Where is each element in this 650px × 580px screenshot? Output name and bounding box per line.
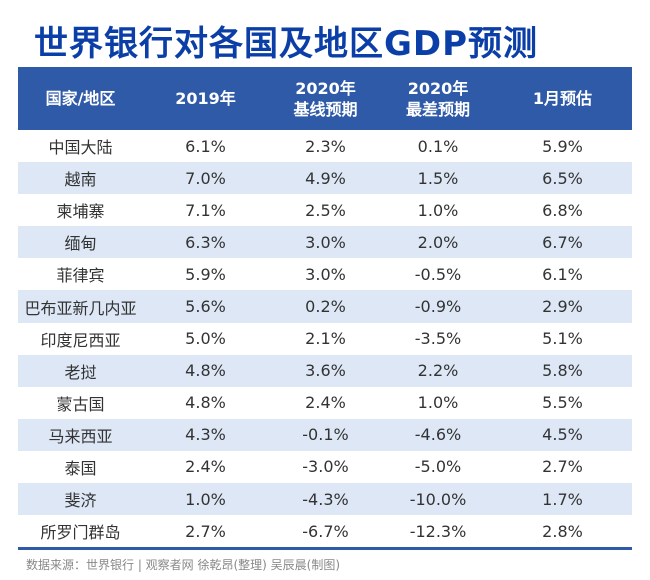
cell-country: 印度尼西亚 [40, 330, 121, 350]
cell-2020-worst: 1.5% [417, 168, 459, 188]
table-row: 斐济 1.0% -4.3% -10.0% 1.7% [18, 483, 632, 516]
cell-country: 泰国 [64, 458, 97, 478]
cell-2020-worst: 0.1% [417, 136, 459, 156]
cell-2020-worst: 2.2% [417, 361, 459, 381]
table-row: 缅甸 6.3% 3.0% 2.0% 6.7% [18, 226, 632, 259]
cell-2020-baseline: 2.4% [305, 393, 346, 413]
cell-country: 柬埔寨 [56, 202, 105, 222]
header-country: 国家/地区 [45, 89, 116, 108]
cell-country: 越南 [64, 170, 97, 190]
cell-2020-worst: 1.0% [417, 393, 459, 413]
cell-2020-baseline: 4.9% [305, 168, 346, 188]
cell-2019: 4.8% [185, 361, 226, 381]
cell-2019: 4.8% [185, 393, 226, 413]
table-row: 马来西亚 4.3% -0.1% -4.6% 4.5% [18, 418, 632, 451]
cell-2020-baseline: -3.0% [302, 457, 349, 477]
cell-jan-estimate: 6.7% [542, 232, 583, 252]
cell-2019: 7.1% [185, 200, 226, 220]
cell-2020-baseline: -0.1% [302, 425, 349, 445]
cell-country: 老挝 [64, 362, 97, 382]
cell-jan-estimate: 1.7% [542, 489, 583, 509]
cell-2020-baseline: 2.1% [305, 329, 346, 349]
table-row: 菲律宾 5.9% 3.0% -0.5% 6.1% [18, 258, 632, 290]
cell-country: 菲律宾 [56, 266, 105, 286]
cell-country: 蒙古国 [56, 394, 105, 414]
cell-2020-worst: -4.6% [414, 425, 462, 445]
cell-2020-baseline: -4.3% [302, 489, 349, 509]
cell-jan-estimate: 6.8% [542, 200, 583, 220]
cell-2019: 6.3% [185, 232, 226, 252]
table-row: 所罗门群岛 2.7% -6.7% -12.3% 2.8% [18, 515, 632, 549]
page-title: 世界银行对各国及地区GDP预测 [34, 24, 539, 64]
cell-2019: 5.6% [185, 297, 226, 317]
cell-jan-estimate: 5.8% [542, 361, 583, 381]
cell-jan-estimate: 4.5% [542, 425, 583, 445]
cell-2020-baseline: 3.6% [305, 361, 346, 381]
table-row: 印度尼西亚 5.0% 2.1% -3.5% 5.1% [18, 323, 632, 355]
header-2020-worst: 2020年 最差预期 [405, 78, 470, 119]
table-row: 中国大陆 6.1% 2.3% 0.1% 5.9% [18, 130, 632, 162]
cell-country: 巴布亚新几内亚 [24, 298, 137, 318]
cell-2020-baseline: 2.3% [305, 136, 346, 156]
cell-jan-estimate: 5.1% [542, 329, 583, 349]
header-2019: 2019年 [175, 89, 236, 108]
cell-2020-baseline: 2.5% [305, 200, 346, 220]
cell-2019: 2.7% [185, 521, 226, 541]
cell-country: 所罗门群岛 [40, 523, 121, 543]
header-2020-baseline: 2020年 基线预期 [293, 78, 358, 119]
cell-2020-baseline: 3.0% [305, 264, 346, 284]
cell-2019: 4.3% [185, 425, 226, 445]
cell-jan-estimate: 2.9% [542, 297, 583, 317]
cell-jan-estimate: 6.5% [542, 168, 583, 188]
cell-country: 斐济 [64, 491, 97, 511]
table-row: 蒙古国 4.8% 2.4% 1.0% 5.5% [18, 387, 632, 419]
cell-jan-estimate: 5.5% [542, 393, 583, 413]
cell-jan-estimate: 2.7% [542, 457, 583, 477]
table-row: 泰国 2.4% -3.0% -5.0% 2.7% [18, 451, 632, 483]
cell-country: 缅甸 [64, 234, 97, 254]
gdp-forecast-table: 国家/地区 2019年 2020年 基线预期 2020年 最差预期 1月预估 中国大… [18, 67, 632, 550]
cell-2020-worst: 1.0% [417, 200, 459, 220]
cell-2020-worst: 2.0% [417, 232, 459, 252]
cell-2020-worst: -5.0% [414, 457, 462, 477]
cell-2019: 5.9% [185, 264, 226, 284]
cell-2020-baseline: 0.2% [305, 297, 346, 317]
source-footer: 数据来源：世界银行 | 观察者网 徐乾昂(整理) 吴辰晨(制图) [26, 558, 341, 572]
table-row: 老挝 4.8% 3.6% 2.2% 5.8% [18, 354, 632, 387]
cell-jan-estimate: 5.9% [542, 136, 583, 156]
cell-jan-estimate: 2.8% [542, 521, 583, 541]
cell-2019: 5.0% [185, 329, 226, 349]
cell-2020-worst: -10.0% [409, 489, 467, 509]
cell-country: 中国大陆 [48, 138, 113, 158]
table-row: 越南 7.0% 4.9% 1.5% 6.5% [18, 162, 632, 195]
cell-2020-worst: -3.5% [414, 329, 462, 349]
cell-2020-worst: -0.5% [414, 264, 462, 284]
header-jan-estimate: 1月预估 [532, 89, 593, 108]
cell-jan-estimate: 6.1% [542, 264, 583, 284]
cell-2020-baseline: -6.7% [302, 521, 349, 541]
table-row: 巴布亚新几内亚 5.6% 0.2% -0.9% 2.9% [18, 290, 632, 323]
table-row: 柬埔寨 7.1% 2.5% 1.0% 6.8% [18, 194, 632, 226]
cell-2020-baseline: 3.0% [305, 232, 346, 252]
cell-2020-worst: -12.3% [409, 521, 467, 541]
cell-country: 马来西亚 [48, 426, 113, 446]
cell-2019: 1.0% [185, 489, 226, 509]
table-header-row: 国家/地区 2019年 2020年 基线预期 2020年 最差预期 1月预估 [18, 67, 632, 130]
cell-2019: 7.0% [185, 168, 226, 188]
cell-2019: 2.4% [185, 457, 226, 477]
cell-2020-worst: -0.9% [414, 297, 462, 317]
cell-2019: 6.1% [185, 136, 226, 156]
